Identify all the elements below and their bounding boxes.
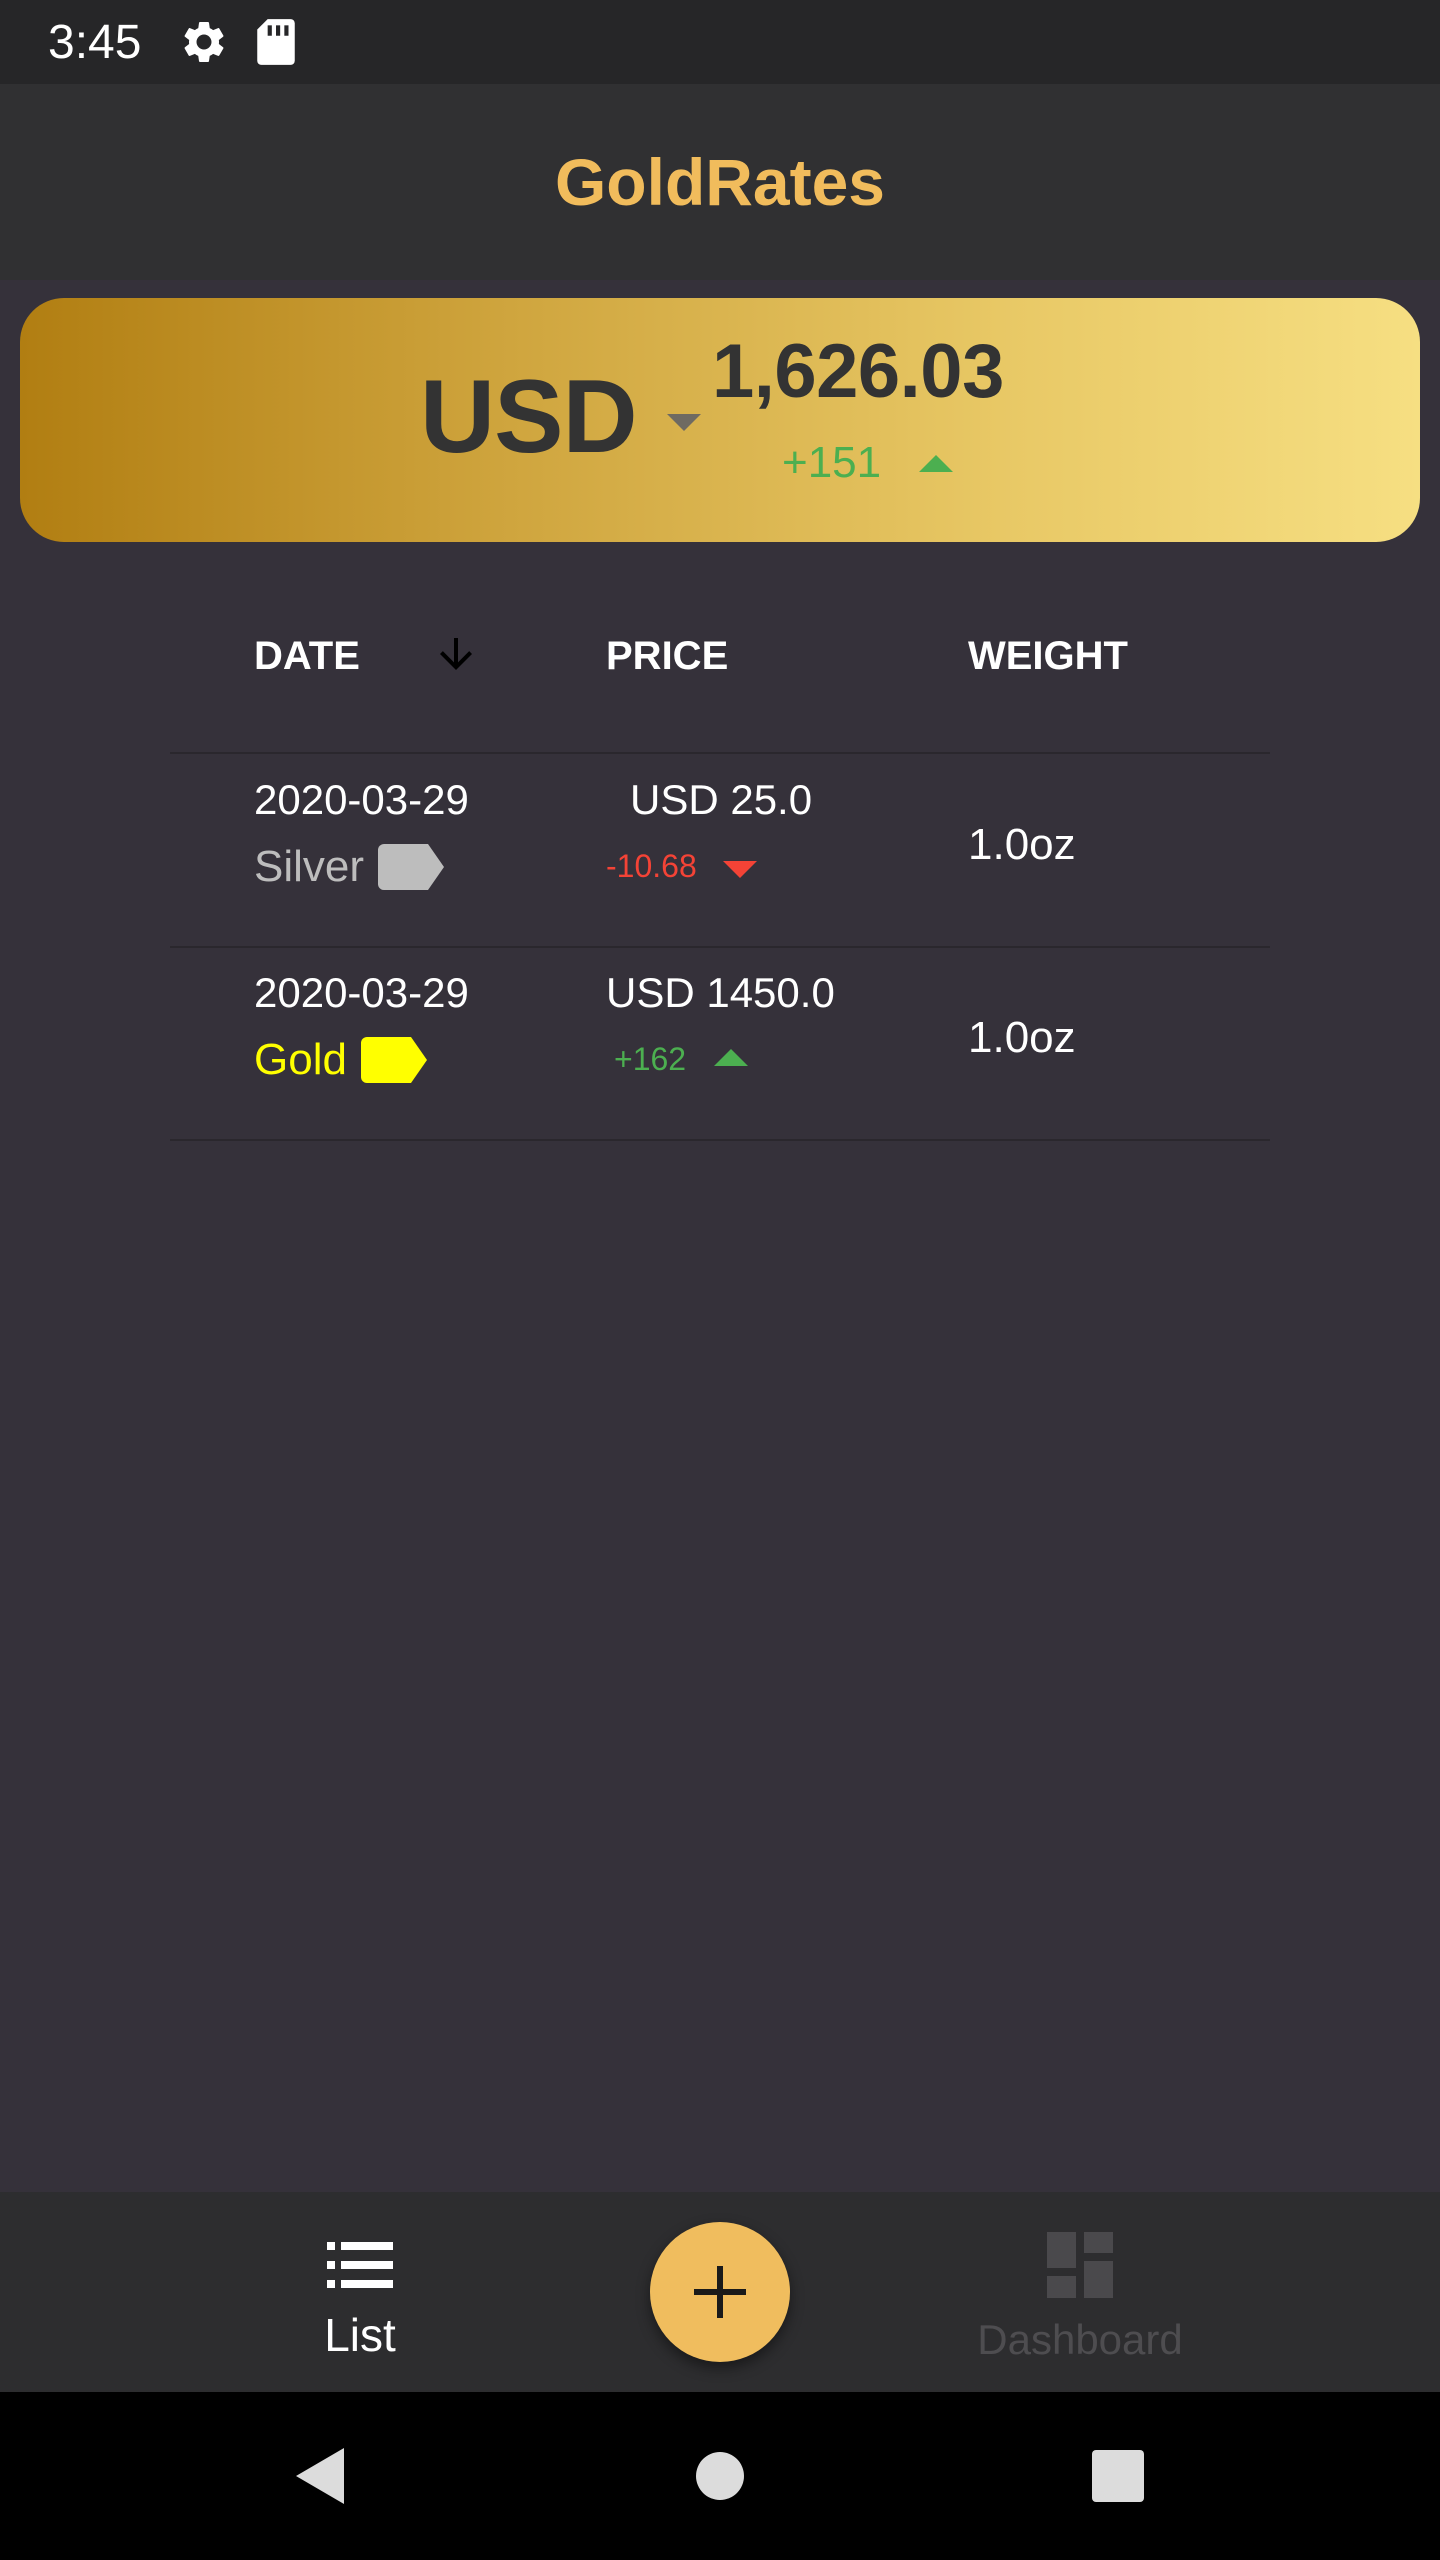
app-title: GoldRates — [554, 145, 886, 219]
arrow-down-icon — [722, 861, 757, 878]
row-change-value: -10.68 — [606, 848, 697, 884]
row-change-value: +162 — [614, 1041, 687, 1077]
row-date: 2020-03-29 — [254, 969, 469, 1016]
system-navigation-bar — [0, 2392, 1440, 2560]
divider — [170, 946, 1270, 948]
arrow-down-icon[interactable] — [432, 630, 480, 683]
label-tag-icon — [360, 1037, 427, 1083]
divider — [170, 752, 1270, 754]
currency-code: USD — [420, 359, 638, 475]
row-change: -10.68 — [606, 848, 757, 885]
status-time: 3:45 — [48, 15, 142, 69]
row-metal: Silver — [254, 842, 445, 892]
table-header: DATE PRICE WEIGHT — [0, 620, 1440, 700]
rate-change-value: +151 — [782, 438, 882, 487]
dropdown-arrow-icon — [666, 414, 701, 431]
row-metal: Gold — [254, 1035, 427, 1085]
rate-value: 1,626.03 — [712, 329, 1004, 414]
metal-label: Silver — [254, 842, 365, 891]
column-header-weight[interactable]: WEIGHT — [968, 634, 1128, 678]
home-icon — [696, 2452, 744, 2500]
recents-icon — [1092, 2450, 1144, 2502]
arrow-up-icon — [919, 454, 954, 472]
row-change: +162 — [614, 1041, 749, 1078]
row-price: USD 25.0 — [630, 776, 813, 823]
home-button[interactable] — [680, 2392, 760, 2560]
gear-icon — [179, 17, 229, 67]
add-button[interactable] — [650, 2222, 790, 2362]
nav-item-list[interactable]: List — [300, 2242, 420, 2362]
table-row[interactable]: 2020-03-29 Gold USD 1450.0 +162 1.0oz — [0, 947, 1440, 1139]
column-header-date[interactable]: DATE — [254, 634, 360, 678]
row-weight: 1.0oz — [968, 820, 1076, 869]
rate-card: USD 1,626.03 +151 — [20, 298, 1420, 542]
nav-label-list: List — [324, 2309, 396, 2361]
divider — [170, 1139, 1270, 1141]
back-icon — [296, 2448, 344, 2504]
row-date: 2020-03-29 — [254, 776, 469, 823]
arrow-up-icon — [714, 1049, 749, 1066]
list-icon — [327, 2242, 393, 2288]
app-bar: GoldRates — [0, 84, 1440, 280]
status-bar: 3:45 — [0, 0, 1440, 84]
recents-button[interactable] — [1078, 2392, 1158, 2560]
metal-label: Gold — [254, 1035, 347, 1084]
sd-card-icon — [255, 17, 297, 67]
plus-icon — [694, 2266, 746, 2318]
currency-selector[interactable]: USD — [420, 358, 701, 477]
label-tag-icon — [378, 844, 445, 890]
nav-item-dashboard[interactable]: Dashboard — [960, 2232, 1200, 2364]
back-button[interactable] — [280, 2392, 360, 2560]
row-weight: 1.0oz — [968, 1013, 1076, 1062]
dashboard-icon — [1047, 2232, 1113, 2298]
row-price: USD 1450.0 — [606, 969, 835, 1016]
column-header-price[interactable]: PRICE — [606, 634, 729, 678]
table-row[interactable]: 2020-03-29 Silver USD 25.0 -10.68 1.0oz — [0, 754, 1440, 946]
nav-label-dashboard: Dashboard — [977, 2316, 1183, 2363]
rate-change: +151 — [782, 438, 954, 488]
